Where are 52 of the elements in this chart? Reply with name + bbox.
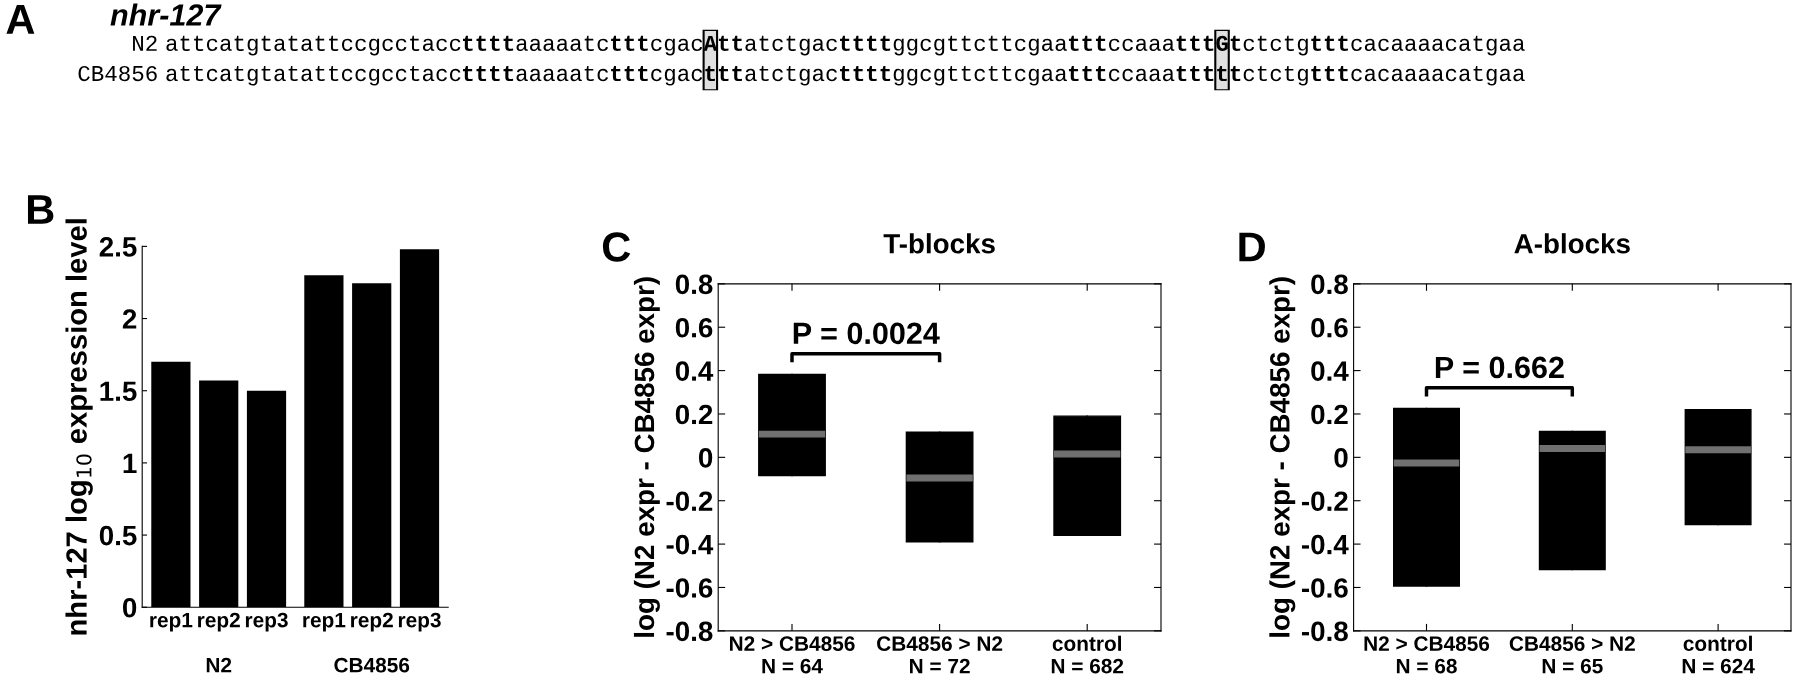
x-tick-label: rep2 bbox=[351, 612, 393, 632]
y-tick-label: 1.5 bbox=[100, 381, 137, 402]
text: D bbox=[1239, 232, 1265, 262]
chart-title: A-blocks bbox=[1514, 233, 1630, 254]
text: C bbox=[602, 232, 631, 262]
text: CB4856 bbox=[334, 657, 410, 673]
x-tick-label: N2 > CB4856 N = 68 bbox=[1364, 636, 1490, 674]
x-tick-label: rep1 bbox=[303, 612, 346, 632]
x-tick-label: control N = 682 bbox=[1051, 635, 1124, 674]
x-tick-label: rep3 bbox=[398, 612, 441, 632]
chart-title: T-blocks bbox=[883, 233, 995, 254]
y-tick-label: 0.5 bbox=[99, 525, 137, 546]
y-tick-label: -0.2 bbox=[1301, 491, 1348, 512]
text: A bbox=[6, 5, 35, 34]
x-tick-label: rep2 bbox=[198, 612, 240, 632]
y-tick-label: -0.4 bbox=[1301, 534, 1349, 555]
y-tick-label: 0.6 bbox=[1311, 317, 1348, 338]
y-tick-label: 0 bbox=[122, 597, 137, 618]
y-axis-title: nhr-127 log$_{10}$ expression level bbox=[65, 219, 93, 635]
y-tick-label: -0.6 bbox=[1301, 578, 1348, 598]
y-tick-label: 0.4 bbox=[675, 361, 714, 381]
text: CB4856 bbox=[78, 65, 157, 82]
y-tick-label: -0.8 bbox=[1301, 621, 1348, 642]
y-tick-label: 0.6 bbox=[675, 317, 713, 338]
y-tick-label: 0 bbox=[698, 448, 713, 468]
text: B bbox=[27, 195, 54, 224]
text: N2 bbox=[133, 35, 157, 51]
y-tick-label: 2 bbox=[122, 309, 137, 329]
y-tick-label: 0.4 bbox=[1311, 361, 1349, 381]
y-tick-label: 1 bbox=[123, 453, 137, 473]
text: N2 bbox=[206, 657, 232, 673]
y-tick-label: 0 bbox=[1334, 448, 1348, 468]
x-tick-label: N2 > CB4856 N = 64 bbox=[729, 636, 855, 674]
x-tick-label: rep1 bbox=[150, 612, 193, 632]
annotation: P = 0.662 bbox=[1435, 356, 1564, 379]
x-tick-label: CB4856 > N2 N = 72 bbox=[877, 636, 1003, 674]
y-tick-label: -0.6 bbox=[666, 578, 713, 598]
y-tick-label: 0.2 bbox=[1311, 404, 1348, 425]
annotation: P = 0.0024 bbox=[793, 322, 940, 345]
y-tick-label: 0.8 bbox=[675, 274, 713, 295]
x-tick-label: control N = 624 bbox=[1682, 635, 1755, 674]
y-tick-label: 0.2 bbox=[675, 404, 713, 425]
x-tick-label: rep3 bbox=[245, 612, 288, 632]
y-tick-label: -0.2 bbox=[666, 491, 713, 512]
y-axis-title: log (N2 expr - CB4856 expr) bbox=[633, 277, 660, 637]
x-tick-label: CB4856 > N2 N = 65 bbox=[1509, 636, 1635, 674]
y-tick-label: 0.8 bbox=[1311, 274, 1348, 295]
y-tick-label: -0.8 bbox=[666, 621, 713, 642]
y-tick-label: -0.4 bbox=[666, 534, 714, 555]
text: nhr-127 bbox=[110, 3, 222, 26]
y-axis-title: log (N2 expr - CB4856 expr) bbox=[1269, 277, 1296, 637]
y-tick-label: 2.5 bbox=[99, 237, 137, 257]
